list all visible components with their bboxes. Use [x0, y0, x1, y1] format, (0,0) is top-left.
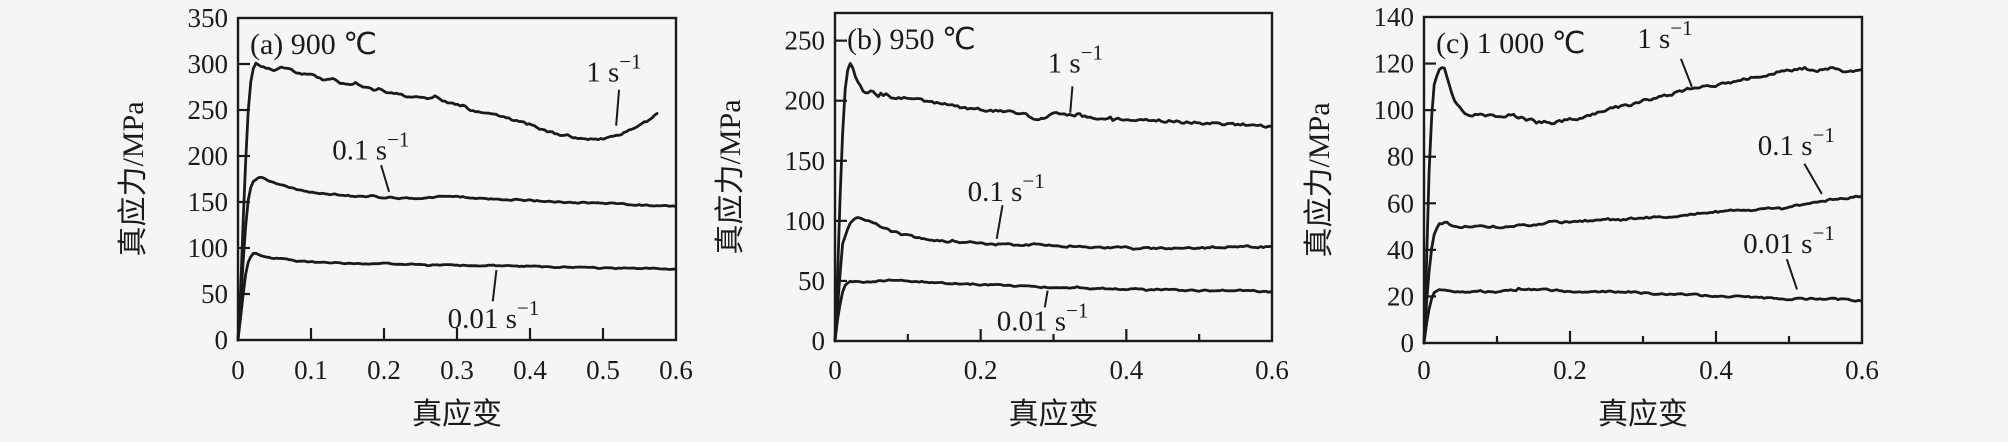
- rate-label-a: 0.01 s−1: [448, 296, 540, 335]
- x-tick-label: 0.6: [1255, 355, 1289, 385]
- annotation-leader-line: [1043, 290, 1049, 308]
- rate-label-b: 0.1 s−1: [968, 169, 1045, 208]
- y-tick-label: 150: [188, 187, 229, 217]
- y-tick-label: 20: [1387, 281, 1414, 311]
- annotation-leader-line: [1680, 58, 1693, 88]
- y-tick-label: 50: [798, 266, 825, 296]
- y-axis-title: 真应力/MPa: [1303, 102, 1336, 257]
- x-tick-label: 0: [231, 355, 245, 385]
- curve-a-0.01s: [236, 251, 677, 342]
- curve-b-0.1s: [833, 216, 1273, 343]
- y-axis-title: 真应力/MPa: [714, 99, 747, 254]
- x-axis-title: 真应变: [412, 398, 502, 431]
- y-tick-label: 120: [1374, 49, 1415, 79]
- y-tick-label: 80: [1387, 142, 1414, 172]
- panel-c: 0 20 40 60 80 100 120 140 0 0.2 0.4 0.6 (c) 1 000 ℃ 真…: [1303, 2, 1879, 431]
- annotation-leader-line: [615, 89, 621, 126]
- x-tick-label: 0: [828, 355, 842, 385]
- x-tick-label: 0.6: [1845, 355, 1879, 385]
- panel-a: 0 50 100 150 200 250 300 350 0 0.1 0.2 0.3 0.4 0.5 0.6…: [117, 3, 693, 431]
- annotation-leader-line: [380, 164, 391, 193]
- x-tick-label: 0.4: [1109, 355, 1143, 385]
- y-axis-title: 真应力/MPa: [117, 101, 150, 256]
- y-tick-label: 100: [1374, 95, 1415, 125]
- panel-title-b: (b) 950 ℃: [847, 23, 976, 56]
- curve-b-0.01s: [833, 278, 1273, 343]
- x-tick-label: 0.5: [586, 355, 620, 385]
- x-tick-label: 0: [1417, 355, 1431, 385]
- annotation-leader-line: [1785, 258, 1798, 290]
- y-tick-label: 150: [785, 146, 826, 176]
- annotation-leader-line: [1803, 163, 1823, 195]
- annotation-leader-line: [995, 205, 1004, 240]
- rate-label-c: 0.01 s−1: [1743, 221, 1835, 260]
- x-tick-label: 0.2: [367, 355, 401, 385]
- y-tick-label: 0: [1401, 328, 1415, 358]
- y-tick-label: 60: [1387, 188, 1414, 218]
- x-tick-label: 0.1: [294, 355, 328, 385]
- rate-label-c: 1 s−1: [1637, 16, 1692, 55]
- y-tick-label: 40: [1387, 235, 1414, 265]
- curve-c-0.1s: [1422, 194, 1863, 345]
- y-tick-label: 200: [188, 141, 229, 171]
- rate-label-a: 0.1 s−1: [332, 128, 409, 167]
- curve-c-1s: [1422, 66, 1863, 345]
- y-tick-label: 0: [215, 325, 229, 355]
- curve-b-1s: [833, 62, 1273, 343]
- y-tick-label: 50: [201, 279, 228, 309]
- annotation-leader-line: [1069, 86, 1074, 113]
- y-tick-label: 300: [188, 49, 229, 79]
- y-tick-label: 100: [188, 233, 229, 263]
- annotation-leader-line: [491, 269, 498, 302]
- x-tick-label: 0.4: [1699, 355, 1733, 385]
- x-axis-title: 真应变: [1598, 398, 1688, 431]
- x-axis-title: 真应变: [1009, 398, 1099, 431]
- rate-label-c: 0.1 s−1: [1758, 123, 1835, 162]
- x-tick-label: 0.3: [440, 355, 474, 385]
- x-tick-label: 0.6: [659, 355, 693, 385]
- curve-c-0.01s: [1422, 286, 1863, 345]
- y-tick-label: 100: [785, 206, 826, 236]
- x-tick-label: 0.4: [513, 355, 547, 385]
- y-tick-label: 140: [1374, 2, 1415, 32]
- panel-title-c: (c) 1 000 ℃: [1436, 27, 1586, 60]
- y-tick-label: 250: [188, 95, 229, 125]
- x-tick-label: 0.2: [1553, 355, 1587, 385]
- x-tick-label: 0.2: [964, 355, 998, 385]
- y-tick-label: 350: [188, 3, 229, 33]
- curve-a-1s: [236, 61, 659, 342]
- rate-label-b: 0.01 s−1: [997, 299, 1089, 338]
- rate-label-b: 1 s−1: [1048, 40, 1103, 79]
- y-tick-label: 0: [812, 326, 826, 356]
- panel-b: 0 50 100 150 200 250 0 0.2 0.4 0.6 (b) 950 ℃ 真应变 真应力…: [714, 11, 1289, 431]
- rate-label-a: 1 s−1: [586, 49, 641, 88]
- curve-a-0.1s: [236, 175, 677, 342]
- y-tick-label: 250: [785, 26, 826, 56]
- y-tick-label: 200: [785, 86, 826, 116]
- panel-title-a: (a) 900 ℃: [250, 28, 377, 61]
